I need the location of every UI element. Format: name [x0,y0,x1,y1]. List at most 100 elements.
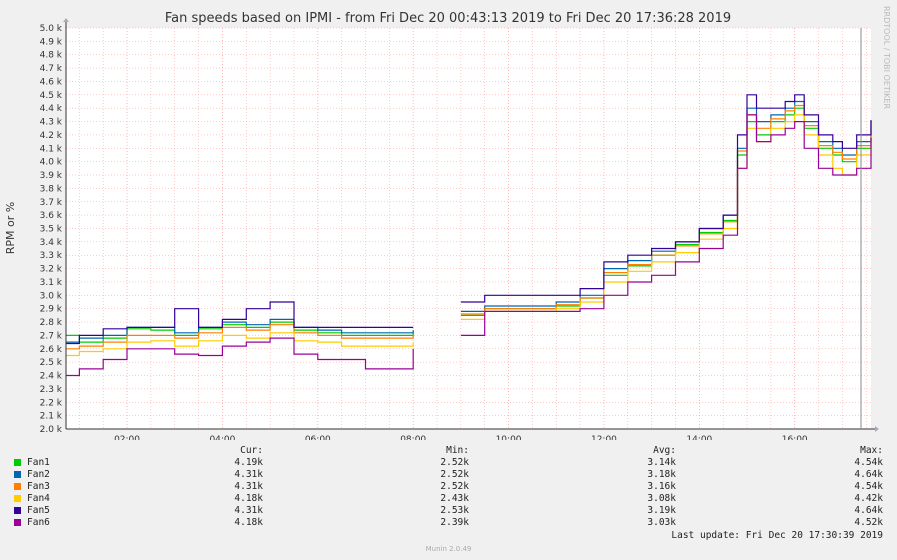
y-tick-label: 2.2 k [40,398,63,408]
y-tick-label: 3.5 k [40,225,63,235]
legend-max-value: 4.54k [854,481,883,492]
legend: Cur: Min: Avg: Max: Fan1 4.19k 2.52k 3.14k 4… [0,445,897,529]
legend-min-value: 2.39k [440,517,469,528]
y-tick-label: 4.7 k [40,64,63,74]
y-tick-label: 2.3 k [40,385,63,395]
legend-header-min: Min: [446,445,469,456]
y-tick-label: 4.1 k [40,144,63,154]
legend-swatch [14,459,21,466]
x-tick-label: 02:00 [114,435,140,440]
legend-row-fan2: Fan2 4.31k 2.52k 3.18k 4.64k [0,469,897,481]
legend-series-name: Fan6 [27,517,50,528]
y-tick-label: 3.0 k [40,291,63,301]
legend-max-value: 4.64k [854,469,883,480]
legend-avg-value: 3.14k [647,457,676,468]
legend-min-value: 2.52k [440,481,469,492]
y-tick-label: 3.1 k [40,278,63,288]
x-tick-labels: 02:00 04:00 06:00 08:00 10:00 12:00 14:00 16:00 [114,435,808,440]
x-tick-label: 14:00 [686,435,712,440]
legend-avg-value: 3.19k [647,505,676,516]
y-tick-label: 2.5 k [40,358,63,368]
y-tick-label: 3.9 k [40,171,63,181]
x-tick-label: 04:00 [209,435,235,440]
y-tick-label: 5.0 k [40,24,63,34]
series-line-fan6 [66,114,872,377]
legend-header: Cur: Min: Avg: Max: [0,445,897,457]
y-tick-label: 3.8 k [40,184,63,194]
y-axis-label: RPM or % [4,202,17,254]
legend-cur-value: 4.31k [234,505,263,516]
x-tick-label: 08:00 [400,435,426,440]
y-tick-labels: 5.0 k 4.9 k 4.8 k 4.7 k 4.6 k 4.5 k 4.4 k 4.3 k… [40,24,63,435]
y-tick-label: 2.0 k [40,425,63,435]
y-tick-label: 4.6 k [40,77,63,87]
legend-header-avg: Avg: [653,445,676,456]
series-lines [66,94,872,377]
y-tick-label: 3.4 k [40,238,63,248]
y-tick-label: 3.7 k [40,198,63,208]
legend-swatch [14,471,21,478]
legend-avg-value: 3.08k [647,493,676,504]
legend-swatch [14,507,21,514]
y-tick-label: 4.0 k [40,158,63,168]
y-tick-label: 2.1 k [40,412,63,422]
legend-avg-value: 3.03k [647,517,676,528]
legend-min-value: 2.52k [440,469,469,480]
legend-series-name: Fan2 [27,469,50,480]
legend-row-fan4: Fan4 4.18k 2.43k 3.08k 4.42k [0,493,897,505]
legend-cur-value: 4.31k [234,469,263,480]
legend-header-max: Max: [860,445,883,456]
legend-header-cur: Cur: [240,445,263,456]
axes [63,18,879,432]
legend-max-value: 4.52k [854,517,883,528]
legend-avg-value: 3.16k [647,481,676,492]
chart-title: Fan speeds based on IPMI - from Fri Dec … [165,11,731,26]
legend-max-value: 4.42k [854,493,883,504]
y-tick-label: 2.8 k [40,318,63,328]
legend-row-fan1: Fan1 4.19k 2.52k 3.14k 4.54k [0,457,897,469]
y-tick-label: 3.6 k [40,211,63,221]
legend-row-fan5: Fan5 4.31k 2.53k 3.19k 4.64k [0,505,897,517]
legend-min-value: 2.43k [440,493,469,504]
x-tick-label: 10:00 [496,435,522,440]
legend-series-name: Fan3 [27,481,50,492]
legend-min-value: 2.53k [440,505,469,516]
legend-avg-value: 3.18k [647,469,676,480]
legend-series-name: Fan4 [27,493,50,504]
legend-max-value: 4.64k [854,505,883,516]
x-tick-label: 16:00 [782,435,808,440]
legend-cur-value: 4.18k [234,517,263,528]
y-tick-label: 3.2 k [40,265,63,275]
y-tick-label: 2.4 k [40,372,63,382]
y-tick-label: 4.8 k [40,51,63,61]
x-tick-label: 12:00 [591,435,617,440]
y-tick-label: 3.3 k [40,251,63,261]
x-tick-label: 06:00 [305,435,331,440]
y-tick-label: 4.2 k [40,131,63,141]
y-axis-arrow [63,18,69,22]
y-tick-label: 2.9 k [40,305,63,315]
y-tick-label: 2.6 k [40,345,63,355]
x-axis-arrow [875,426,879,432]
legend-series-name: Fan5 [27,505,50,516]
legend-min-value: 2.52k [440,457,469,468]
legend-swatch [14,483,21,490]
legend-swatch [14,495,21,502]
legend-row-fan6: Fan6 4.18k 2.39k 3.03k 4.52k [0,517,897,529]
legend-max-value: 4.54k [854,457,883,468]
legend-cur-value: 4.31k [234,481,263,492]
legend-rows: Fan1 4.19k 2.52k 3.14k 4.54k Fan2 4.31k 2.52k 3.… [0,457,897,529]
y-tick-label: 4.9 k [40,37,63,47]
y-tick-label: 4.4 k [40,104,63,114]
munin-version: Munin 2.0.49 [425,545,472,553]
last-update: Last update: Fri Dec 20 17:30:39 2019 [671,530,883,541]
rrdtool-credit: RRDTOOL / TOBI OETIKER [882,6,891,109]
legend-cur-value: 4.18k [234,493,263,504]
series-line-fan5 [66,94,872,345]
y-tick-label: 4.3 k [40,118,63,128]
fan-speed-chart: 02:00 04:00 06:00 08:00 10:00 12:00 14:00 16:00… [4,6,891,440]
y-tick-label: 2.7 k [40,331,63,341]
y-tick-label: 4.5 k [40,91,63,101]
legend-series-name: Fan1 [27,457,50,468]
legend-cur-value: 4.19k [234,457,263,468]
